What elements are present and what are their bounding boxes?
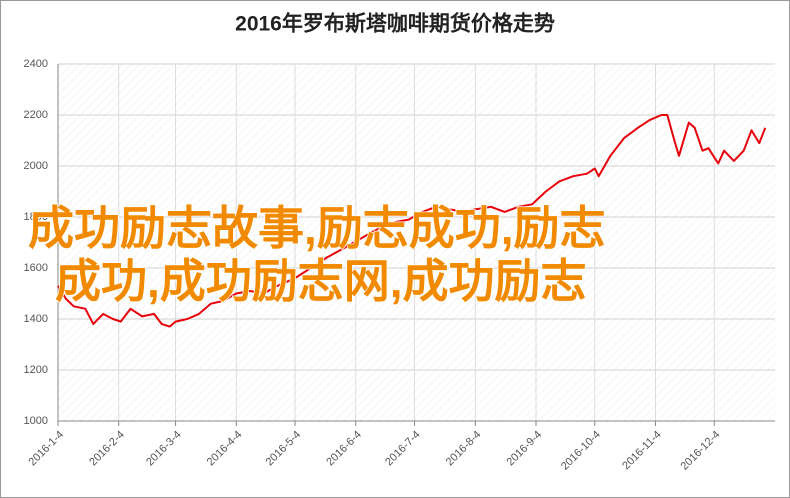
y-tick-label: 1400 [24, 313, 48, 325]
y-tick-label: 1800 [24, 211, 48, 223]
watermark-text: 成功励志故事,励志成功,励志 [28, 202, 606, 254]
y-tick-label: 2000 [24, 160, 48, 172]
y-tick-label: 1000 [24, 415, 48, 427]
y-tick-label: 1200 [24, 364, 48, 376]
y-tick-label: 2400 [24, 58, 48, 70]
chart-title: 2016年罗布斯塔咖啡期货价格走势 [235, 12, 555, 36]
y-tick-label: 2200 [24, 109, 48, 121]
watermark-text: 成功,成功励志网,成功励志 [55, 255, 587, 307]
y-tick-label: 1600 [24, 262, 48, 274]
line-series [57, 114, 767, 328]
